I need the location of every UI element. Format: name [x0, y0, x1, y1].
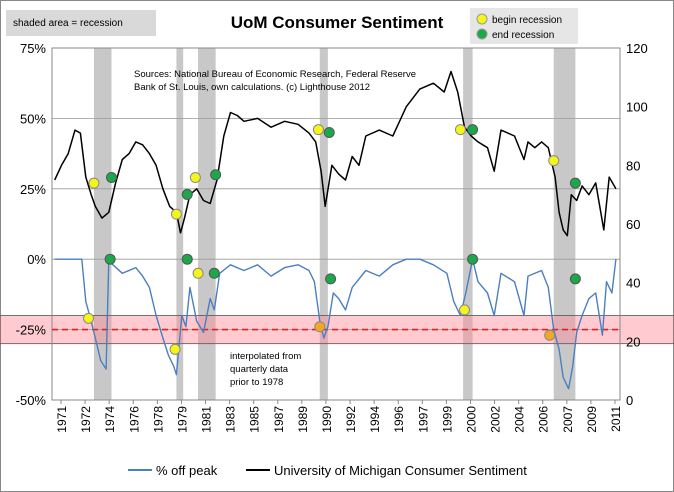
legend-label-umcs: University of Michigan Consumer Sentimen…: [274, 463, 527, 478]
begin-point-pct-5: [458, 304, 470, 316]
x-tick-label-4: 1976: [127, 406, 141, 433]
x-tick-label-20: 2004: [513, 406, 527, 433]
x-tick-label-14: 1994: [368, 406, 382, 433]
begin-point-6: [548, 155, 560, 167]
note-box: [6, 10, 156, 36]
end-point-4: [323, 126, 335, 138]
end-point-pct-4: [325, 273, 337, 285]
begin-point-2: [170, 208, 182, 220]
recession-band-3: [198, 48, 216, 400]
x-tick-label-18: 2000: [464, 406, 478, 433]
note-box-text: shaded area = recession: [13, 18, 123, 29]
right-tick-label-7: 0: [626, 393, 633, 408]
right-tick-label-6: 20: [626, 334, 640, 349]
x-tick-label-9: 1985: [248, 406, 262, 433]
left-tick-label-4: 0%: [27, 252, 46, 267]
series-lines: [54, 70, 617, 390]
interp-note-3: prior to 1978: [230, 377, 283, 388]
begin-point-3: [189, 172, 201, 184]
series-line-1: [54, 70, 617, 237]
begin-point-5: [454, 124, 466, 136]
x-tick-label-1: 1971: [55, 406, 69, 433]
x-tick-label-24: 2011: [609, 406, 623, 432]
begin-point-pct-3: [192, 267, 204, 279]
chart-title: UoM Consumer Sentiment: [231, 13, 444, 32]
right-axis: 120 100 80 60 40 20 0: [626, 41, 648, 408]
recession-band-6: [553, 48, 576, 400]
end-point-2: [181, 188, 193, 200]
sources-line-1: Sources: National Bureau of Economic Res…: [134, 69, 416, 80]
left-tick-label-2: 50%: [20, 111, 46, 126]
end-point-6: [569, 177, 581, 189]
end-point-1: [106, 172, 118, 184]
right-tick-label-2: 100: [626, 100, 648, 115]
legend-label-pct: % off peak: [156, 463, 218, 478]
recession-markers: [83, 124, 581, 355]
begin-recession-label: begin recession: [492, 15, 562, 26]
end-point-5: [467, 124, 479, 136]
begin-point-pct-2: [169, 343, 181, 355]
left-tick-label-6: -50%: [16, 393, 47, 408]
right-tick-label-5: 40: [626, 276, 640, 291]
right-tick-label-4: 60: [626, 217, 640, 232]
x-tick-label-13: 1992: [344, 406, 358, 433]
x-tick-label-17: 1999: [440, 406, 454, 433]
end-point-pct-6: [569, 273, 581, 285]
x-tick-label-2: 1972: [79, 406, 93, 433]
end-point-3: [210, 169, 222, 181]
recession-band-1: [93, 48, 112, 400]
end-point-pct-3: [208, 267, 220, 279]
marker-legend-box: [470, 8, 578, 44]
x-tick-label-22: 2007: [561, 406, 575, 433]
x-tick-label-12: 1990: [320, 406, 334, 433]
recession-band-2: [176, 48, 184, 400]
plot-area: [51, 47, 621, 401]
left-axis: 75% 50% 25% 0% -25% -50%: [16, 41, 47, 408]
x-tick-label-15: 1996: [392, 406, 406, 433]
end-point-pct-2: [181, 253, 193, 265]
x-tick-label-11: 1989: [296, 406, 310, 433]
left-tick-label-3: 25%: [20, 182, 46, 197]
begin-point-pct-6: [544, 329, 556, 341]
x-tick-label-23: 2009: [585, 406, 599, 433]
interp-note-2: quarterly data: [230, 364, 289, 375]
end-point-pct-1: [104, 253, 116, 265]
x-tick-label-6: 1979: [175, 406, 189, 433]
right-tick-label-3: 80: [626, 158, 640, 173]
x-tick-label-3: 1974: [103, 406, 117, 433]
left-tick-label-1: 75%: [20, 41, 46, 56]
series-line-2: [54, 258, 617, 390]
x-tick-label-19: 2002: [489, 406, 503, 433]
recession-band-5: [463, 48, 473, 400]
right-tick-label-1: 120: [626, 41, 648, 56]
interp-note-1: interpolated from: [230, 351, 301, 362]
end-point-pct-5: [467, 253, 479, 265]
x-tick-label-10: 1987: [272, 406, 286, 433]
left-tick-label-5: -25%: [16, 323, 47, 338]
end-recession-marker: [476, 28, 488, 40]
x-tick-label-5: 1978: [151, 406, 165, 433]
recession-band-4: [319, 48, 328, 400]
end-recession-label: end recession: [492, 30, 554, 41]
recession-bands: [93, 48, 576, 400]
begin-point-4: [312, 124, 324, 136]
x-tick-label-7: 1981: [200, 406, 214, 433]
begin-recession-marker: [476, 13, 488, 25]
x-tick-label-21: 2006: [537, 406, 551, 433]
sources-line-2: Bank of St. Louis, own calculations. (c)…: [134, 82, 370, 93]
x-axis: 1971 1972 1974 1976 1978 1979 1981 1983 1985 1987…: [55, 400, 623, 433]
begin-point-pct-1: [83, 312, 95, 324]
x-tick-label-16: 1997: [416, 406, 430, 433]
begin-point-1: [88, 177, 100, 189]
x-tick-label-8: 1983: [224, 406, 238, 433]
begin-point-pct-4: [314, 321, 326, 333]
